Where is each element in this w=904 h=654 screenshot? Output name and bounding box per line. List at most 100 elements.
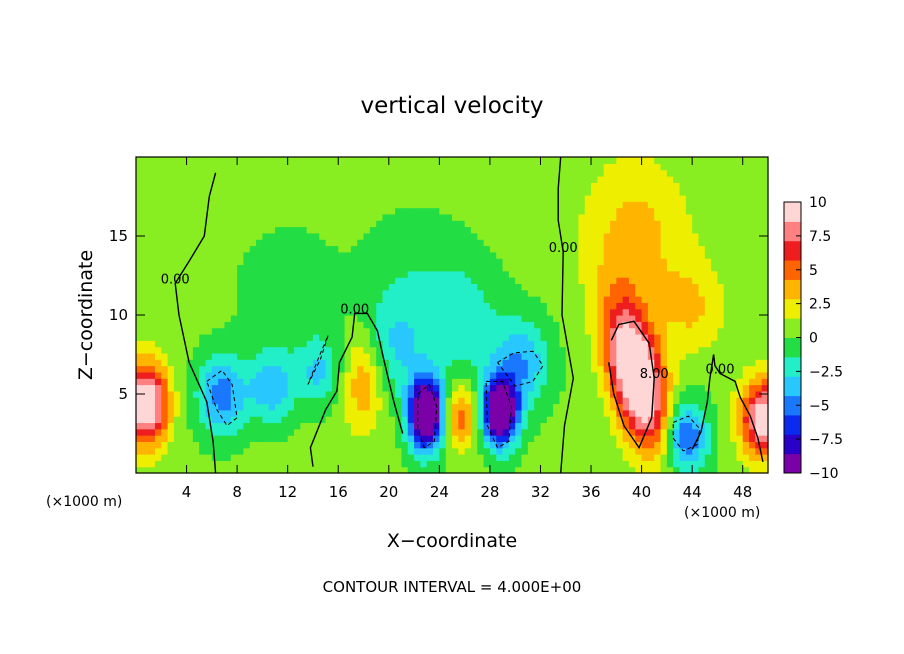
field-cell (281, 340, 289, 348)
field-cell (502, 378, 510, 386)
field-cell (420, 378, 428, 386)
field-cell (717, 447, 725, 455)
field-cell (559, 378, 567, 386)
field-cell (407, 239, 415, 247)
field-cell (458, 226, 466, 234)
field-cell (420, 194, 428, 202)
field-cell (445, 371, 453, 379)
field-cell (572, 169, 579, 177)
field-cell (723, 397, 731, 405)
field-cell (256, 169, 263, 177)
field-cell (452, 169, 459, 177)
field-cell (730, 315, 737, 322)
field-cell (730, 239, 737, 247)
field-cell (717, 302, 725, 310)
field-cell (489, 447, 497, 455)
field-cell (628, 397, 636, 405)
field-cell (717, 460, 725, 468)
field-cell (647, 346, 655, 354)
field-cell (578, 428, 586, 436)
field-cell (647, 460, 655, 468)
field-cell (262, 384, 270, 392)
field-cell (685, 397, 693, 405)
field-cell (388, 226, 396, 234)
field-cell (673, 416, 681, 424)
field-cell (470, 466, 478, 474)
field-cell (698, 352, 706, 360)
field-cell (597, 454, 605, 461)
field-cell (312, 346, 320, 354)
field-cell (281, 270, 289, 278)
field-cell (483, 220, 491, 228)
field-cell (224, 409, 232, 417)
field-cell (622, 454, 630, 461)
field-cell (572, 416, 579, 424)
field-cell (433, 460, 440, 468)
field-cell (173, 283, 181, 291)
field-cell (224, 296, 232, 303)
field-cell (755, 447, 763, 455)
field-cell (357, 466, 365, 474)
field-cell (426, 264, 434, 272)
field-cell (205, 296, 213, 303)
field-cell (312, 232, 320, 240)
field-cell (192, 251, 200, 259)
field-cell (281, 422, 289, 430)
field-cell (508, 378, 516, 386)
field-cell (546, 283, 554, 291)
field-cell (268, 308, 276, 316)
field-cell (553, 157, 561, 164)
field-cell (420, 346, 428, 354)
field-cell (704, 371, 712, 379)
field-cell (319, 258, 327, 266)
field-cell (477, 194, 485, 202)
field-cell (325, 333, 333, 341)
field-cell (243, 447, 251, 455)
field-cell (546, 384, 554, 392)
field-cell (395, 201, 403, 209)
field-cell (508, 422, 516, 430)
field-cell (496, 201, 504, 209)
field-cell (350, 220, 358, 228)
field-cell (711, 435, 719, 442)
field-cell (281, 277, 289, 284)
field-cell (331, 447, 339, 455)
field-cell (180, 365, 188, 373)
field-cell (192, 194, 200, 202)
field-cell (350, 441, 358, 449)
field-cell (268, 422, 276, 430)
field-cell (597, 447, 605, 455)
field-cell (534, 163, 542, 171)
field-cell (622, 207, 630, 215)
field-cell (685, 327, 693, 335)
field-cell (711, 226, 719, 234)
field-cell (344, 277, 352, 284)
field-cell (300, 264, 308, 272)
field-cell (224, 346, 232, 354)
field-cell (654, 403, 662, 411)
field-cell (243, 340, 251, 348)
field-cell (540, 346, 548, 354)
field-cell (616, 296, 624, 303)
field-cell (275, 403, 282, 411)
field-cell (572, 194, 579, 202)
field-cell (584, 207, 592, 215)
field-cell (325, 277, 333, 284)
field-cell (711, 441, 719, 449)
field-cell (173, 378, 181, 386)
field-cell (312, 333, 320, 341)
field-cell (262, 428, 270, 436)
field-cell (331, 352, 339, 360)
field-cell (565, 213, 573, 221)
field-cell (483, 232, 491, 240)
field-cell (388, 169, 396, 177)
field-cell (136, 283, 143, 291)
field-cell (597, 258, 605, 266)
field-cell (306, 333, 314, 341)
field-cell (603, 409, 611, 417)
field-cell (199, 416, 207, 424)
field-cell (211, 409, 219, 417)
field-cell (610, 194, 617, 202)
field-cell (281, 296, 289, 303)
field-cell (527, 201, 535, 209)
